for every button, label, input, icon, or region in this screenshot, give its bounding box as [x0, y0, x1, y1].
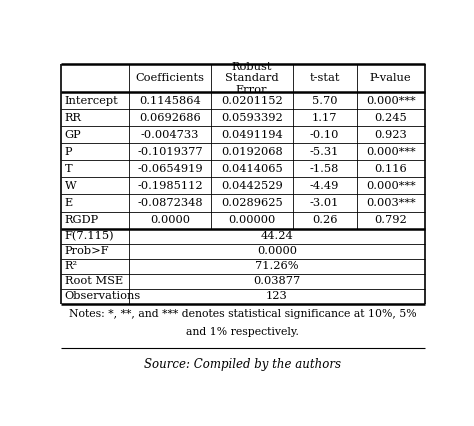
Text: -0.10: -0.10 [310, 130, 339, 140]
Text: Root MSE: Root MSE [65, 276, 123, 286]
Text: -5.31: -5.31 [310, 147, 339, 157]
Text: 0.0289625: 0.0289625 [221, 198, 283, 208]
Text: 0.245: 0.245 [374, 113, 407, 123]
Text: 71.26%: 71.26% [255, 261, 299, 271]
Text: 0.03877: 0.03877 [253, 276, 301, 286]
Text: Observations: Observations [65, 291, 141, 302]
Text: 0.0192068: 0.0192068 [221, 147, 283, 157]
Text: -0.004733: -0.004733 [141, 130, 199, 140]
Text: Intercept: Intercept [65, 96, 118, 106]
Text: RR: RR [65, 113, 82, 123]
Text: 0.0593392: 0.0593392 [221, 113, 283, 123]
Text: 0.0414065: 0.0414065 [221, 164, 283, 174]
Text: RGDP: RGDP [65, 215, 99, 225]
Text: Coefficients: Coefficients [136, 73, 204, 83]
Text: and 1% respectively.: and 1% respectively. [186, 327, 300, 337]
Text: 0.00000: 0.00000 [228, 215, 275, 225]
Text: -0.0654919: -0.0654919 [137, 164, 203, 174]
Text: E: E [65, 198, 73, 208]
Text: 0.923: 0.923 [374, 130, 407, 140]
Text: 0.000***: 0.000*** [366, 181, 416, 191]
Text: Robust
Standard
Error: Robust Standard Error [225, 62, 279, 95]
Text: -0.0872348: -0.0872348 [137, 198, 203, 208]
Text: 0.000***: 0.000*** [366, 147, 416, 157]
Text: -0.1019377: -0.1019377 [137, 147, 203, 157]
Text: 123: 123 [266, 291, 288, 302]
Text: 5.70: 5.70 [312, 96, 337, 106]
Text: -4.49: -4.49 [310, 181, 339, 191]
Text: 0.116: 0.116 [374, 164, 407, 174]
Text: t-stat: t-stat [310, 73, 340, 83]
Text: GP: GP [65, 130, 82, 140]
Text: Prob>F: Prob>F [65, 246, 109, 256]
Text: 0.0201152: 0.0201152 [221, 96, 283, 106]
Text: 0.0442529: 0.0442529 [221, 181, 283, 191]
Text: R²: R² [65, 261, 78, 271]
Text: 0.0000: 0.0000 [150, 215, 190, 225]
Text: 1.17: 1.17 [312, 113, 337, 123]
Text: 0.0692686: 0.0692686 [139, 113, 201, 123]
Text: -3.01: -3.01 [310, 198, 339, 208]
Text: 0.26: 0.26 [312, 215, 337, 225]
Text: 0.003***: 0.003*** [366, 198, 416, 208]
Text: P: P [65, 147, 72, 157]
Text: -0.1985112: -0.1985112 [137, 181, 203, 191]
Text: T: T [65, 164, 73, 174]
Text: 0.000***: 0.000*** [366, 96, 416, 106]
Text: Source: Compiled by the authors: Source: Compiled by the authors [145, 358, 341, 371]
Text: 0.0491194: 0.0491194 [221, 130, 283, 140]
Text: P-value: P-value [370, 73, 411, 83]
Text: 0.792: 0.792 [374, 215, 407, 225]
Text: W: W [65, 181, 76, 191]
Text: 0.1145864: 0.1145864 [139, 96, 201, 106]
Text: -1.58: -1.58 [310, 164, 339, 174]
Text: 0.0000: 0.0000 [257, 246, 297, 256]
Text: F(7.115): F(7.115) [65, 231, 114, 241]
Text: 44.24: 44.24 [261, 231, 293, 241]
Text: Notes: *, **, and *** denotes statistical significance at 10%, 5%: Notes: *, **, and *** denotes statistica… [69, 309, 417, 319]
